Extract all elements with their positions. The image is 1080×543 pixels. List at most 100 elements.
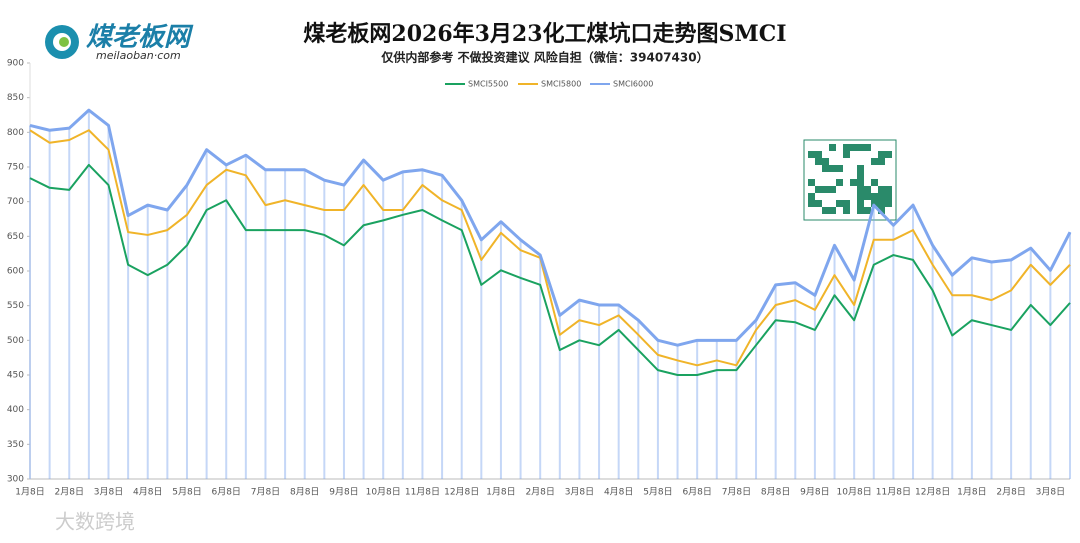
x-tick-label: 1月8日 (15, 487, 44, 498)
qr-cell (850, 144, 857, 151)
x-tick-label: 9月8日 (329, 487, 358, 498)
x-tick-label: 7月8日 (251, 487, 280, 498)
qr-cell (885, 200, 892, 207)
x-tick-label: 3月8日 (94, 487, 123, 498)
x-tick-label: 1月8日 (486, 487, 515, 498)
logo-url: meilaoban·com (96, 49, 181, 62)
x-tick-label: 12月8日 (444, 487, 479, 498)
qr-cell (829, 144, 836, 151)
qr-cell (829, 186, 836, 193)
logo-name: 煤老板网 (86, 23, 194, 53)
x-tick-label: 10月8日 (837, 487, 872, 498)
qr-cell (836, 200, 843, 207)
x-tick-label: 5月8日 (643, 487, 672, 498)
y-tick-label: 650 (7, 232, 24, 242)
qr-cell (822, 158, 829, 165)
qr-cell (857, 179, 864, 186)
qr-cell (878, 158, 885, 165)
x-tick-label: 3月8日 (1036, 487, 1065, 498)
qr-cell (850, 179, 857, 186)
x-tick-label: 3月8日 (565, 487, 594, 498)
x-tick-label: 7月8日 (722, 487, 751, 498)
y-tick-label: 700 (7, 197, 24, 207)
qr-cell (822, 186, 829, 193)
y-tick-label: 400 (7, 405, 24, 415)
qr-cell (885, 151, 892, 158)
y-tick-label: 450 (7, 371, 24, 381)
x-tick-label: 12月8日 (915, 487, 950, 498)
x-tick-label: 8月8日 (290, 487, 319, 498)
series-line (29, 108, 1072, 347)
qr-cell (822, 165, 829, 172)
x-tick-label: 9月8日 (800, 487, 829, 498)
qr-cell (808, 200, 815, 207)
x-tick-label: 2月8日 (525, 487, 554, 498)
x-tick-label: 6月8日 (682, 487, 711, 498)
qr-cell (871, 193, 878, 200)
logo: 煤老板网 meilaoban·com (45, 23, 194, 62)
qr-code (803, 139, 897, 221)
qr-cell (843, 151, 850, 158)
qr-cell (836, 179, 843, 186)
logo-icon (59, 37, 69, 47)
chart-subtitle: 仅供内部参考 不做投资建议 风险自担（微信：39407430） (380, 50, 708, 65)
x-tick-label: 6月8日 (211, 487, 240, 498)
y-tick-label: 550 (7, 301, 24, 311)
qr-cell (808, 193, 815, 200)
x-tick-label: 1月8日 (957, 487, 986, 498)
x-tick-label: 11月8日 (876, 487, 911, 498)
qr-cell (878, 200, 885, 207)
qr-cell (829, 165, 836, 172)
qr-cell (857, 200, 864, 207)
qr-cell (878, 151, 885, 158)
legend-label: SMCI6000 (613, 80, 653, 89)
x-tick-label: 4月8日 (133, 487, 162, 498)
y-tick-label: 600 (7, 267, 24, 277)
x-tick-label: 4月8日 (604, 487, 633, 498)
qr-cell (843, 144, 850, 151)
legend-label: SMCI5500 (468, 80, 508, 89)
qr-cell (857, 165, 864, 172)
qr-cell (871, 200, 878, 207)
x-tick-label: 8月8日 (761, 487, 790, 498)
qr-cell (857, 186, 864, 193)
qr-cell (857, 172, 864, 179)
y-tick-label: 800 (7, 128, 24, 138)
qr-cell (885, 186, 892, 193)
series-line (29, 163, 1071, 376)
qr-cell (829, 207, 836, 214)
x-tick-label: 11月8日 (405, 487, 440, 498)
qr-cell (857, 193, 864, 200)
watermark: 大数跨境 (55, 510, 135, 534)
qr-cell (864, 144, 871, 151)
qr-cell (815, 186, 822, 193)
qr-cell (836, 165, 843, 172)
x-tick-label: 10月8日 (366, 487, 401, 498)
y-tick-label: 350 (7, 440, 24, 450)
qr-cell (871, 158, 878, 165)
qr-cell (843, 200, 850, 207)
x-tick-label: 2月8日 (55, 487, 84, 498)
qr-cell (808, 179, 815, 186)
qr-cell (808, 151, 815, 158)
qr-cell (864, 186, 871, 193)
y-tick-label: 850 (7, 93, 24, 103)
qr-cell (878, 186, 885, 193)
y-tick-label: 500 (7, 336, 24, 346)
x-tick-label: 2月8日 (996, 487, 1025, 498)
qr-cell (878, 193, 885, 200)
qr-cell (857, 207, 864, 214)
qr-cell (815, 158, 822, 165)
qr-cell (815, 200, 822, 207)
series-line (29, 129, 1071, 367)
qr-cell (815, 151, 822, 158)
qr-cell (871, 179, 878, 186)
y-tick-label: 300 (7, 475, 24, 485)
chart-title: 煤老板网2026年3月23化工煤坑口走势图SMCI (303, 21, 786, 47)
qr-cell (857, 144, 864, 151)
qr-cell (885, 193, 892, 200)
legend-label: SMCI5800 (541, 80, 581, 89)
y-tick-label: 750 (7, 163, 24, 173)
